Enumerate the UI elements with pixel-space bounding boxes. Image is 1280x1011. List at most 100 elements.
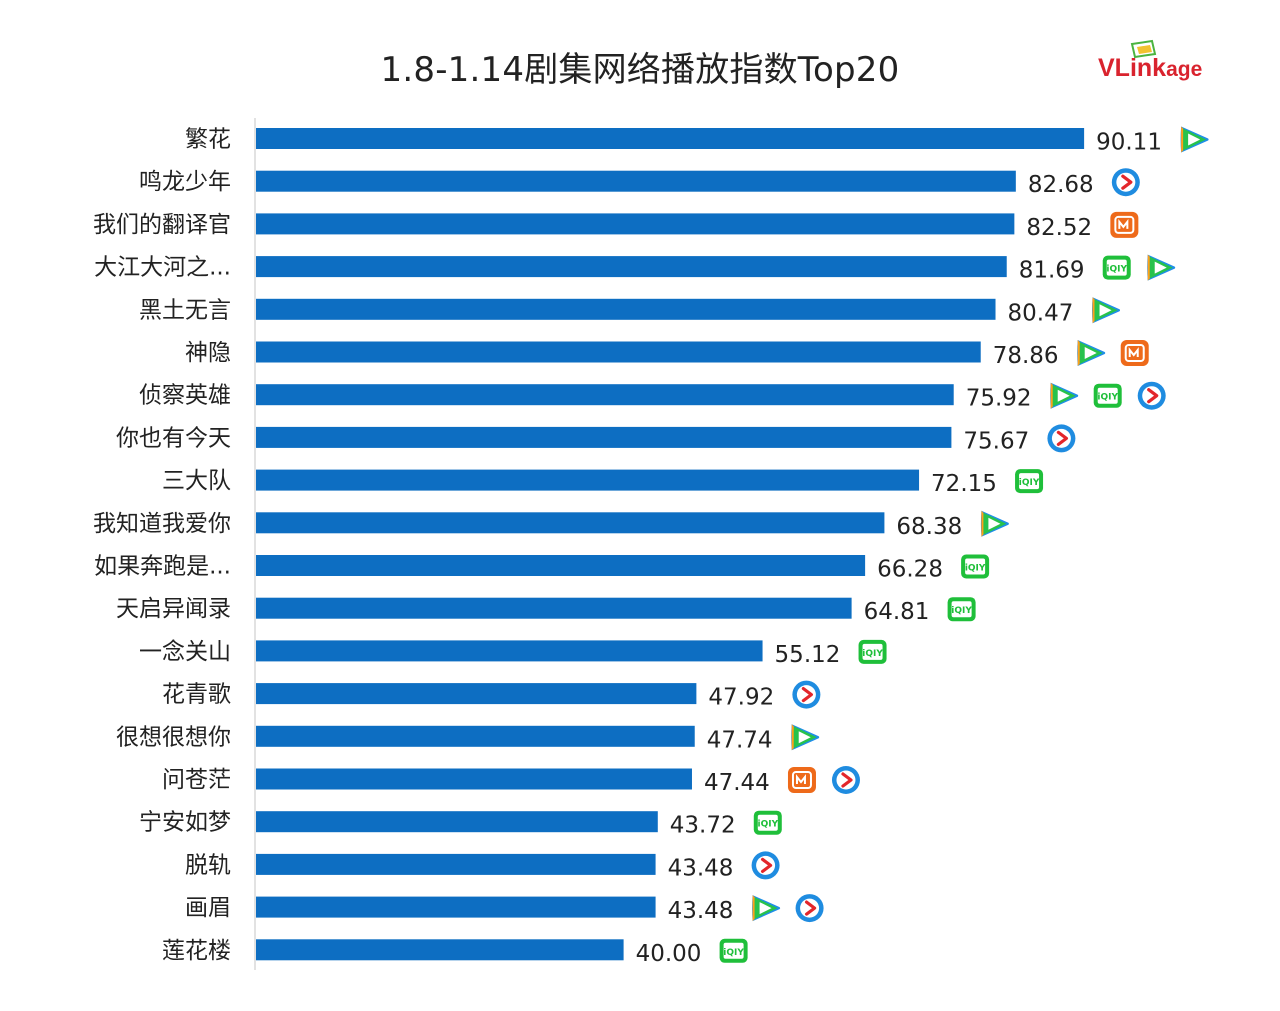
value-label: 43.48 bbox=[668, 855, 734, 881]
value-label: 81.69 bbox=[1019, 258, 1085, 284]
category-label: 我知道我爱你 bbox=[93, 511, 231, 537]
bar bbox=[256, 683, 697, 705]
bar bbox=[256, 128, 1085, 149]
bar bbox=[256, 939, 624, 961]
tencent-video-icon bbox=[1077, 340, 1106, 366]
category-label: 三大队 bbox=[162, 468, 231, 494]
category-label: 繁花 bbox=[185, 127, 231, 153]
value-label: 47.74 bbox=[707, 727, 773, 753]
category-label: 鸣龙少年 bbox=[139, 169, 231, 195]
value-label: 82.52 bbox=[1026, 215, 1092, 241]
category-label: 宁安如梦 bbox=[139, 810, 231, 836]
bar bbox=[256, 853, 656, 875]
category-label: 花青歌 bbox=[162, 682, 231, 708]
bar bbox=[256, 896, 656, 918]
bar bbox=[256, 768, 692, 790]
value-label: 66.28 bbox=[877, 557, 943, 583]
bar bbox=[256, 384, 954, 406]
value-label: 78.86 bbox=[993, 343, 1059, 369]
bar bbox=[256, 640, 763, 662]
category-label: 画眉 bbox=[185, 895, 231, 921]
svg-text:iQIY: iQIY bbox=[965, 564, 986, 574]
value-label: 64.81 bbox=[864, 599, 930, 625]
svg-text:iQIY: iQIY bbox=[1106, 265, 1127, 275]
value-label: 43.72 bbox=[670, 813, 736, 839]
iqiyi-icon: iQIY bbox=[753, 810, 782, 835]
iqiyi-icon: iQIY bbox=[947, 597, 976, 622]
bar bbox=[256, 597, 852, 619]
value-label: 40.00 bbox=[636, 941, 702, 967]
value-label: 75.67 bbox=[963, 428, 1029, 454]
youku-icon bbox=[1047, 424, 1076, 453]
value-label: 80.47 bbox=[1008, 300, 1074, 326]
bar bbox=[256, 811, 658, 833]
category-label: 很想很想你 bbox=[116, 724, 231, 750]
bar bbox=[256, 426, 952, 448]
svg-text:iQIY: iQIY bbox=[1019, 478, 1040, 488]
category-label: 问苍茫 bbox=[162, 767, 231, 793]
category-label: 你也有今天 bbox=[116, 425, 231, 451]
bar bbox=[256, 298, 996, 320]
category-label: 天启异闻录 bbox=[116, 596, 231, 622]
value-label: 90.11 bbox=[1096, 130, 1162, 156]
value-label: 68.38 bbox=[896, 514, 962, 540]
tencent-video-icon bbox=[791, 724, 820, 751]
svg-text:iQIY: iQIY bbox=[862, 649, 883, 659]
category-label: 一念关山 bbox=[139, 639, 231, 665]
value-label: 47.92 bbox=[708, 685, 774, 711]
bar bbox=[256, 725, 695, 747]
logo-text: VLinkage bbox=[1098, 54, 1202, 83]
tencent-video-icon bbox=[1180, 126, 1209, 153]
iqiyi-icon: iQIY bbox=[1015, 469, 1044, 494]
youku-icon bbox=[1137, 381, 1166, 410]
value-label: 55.12 bbox=[775, 642, 841, 668]
logo-text-tail: age bbox=[1166, 58, 1203, 81]
tencent-video-icon bbox=[1092, 297, 1121, 324]
category-label: 黑土无言 bbox=[139, 297, 231, 323]
value-label: 43.48 bbox=[668, 898, 734, 924]
svg-text:iQIY: iQIY bbox=[951, 606, 972, 616]
category-label: 我们的翻译官 bbox=[93, 212, 231, 238]
category-label: 大江大河之... bbox=[94, 255, 231, 281]
iqiyi-icon: iQIY bbox=[1093, 383, 1122, 408]
youku-icon bbox=[795, 894, 824, 923]
svg-text:iQIY: iQIY bbox=[1097, 393, 1118, 403]
bar bbox=[256, 512, 885, 534]
category-label: 侦察英雄 bbox=[139, 383, 231, 409]
category-label: 莲花楼 bbox=[162, 938, 231, 964]
youku-icon bbox=[751, 851, 780, 880]
category-label: 神隐 bbox=[185, 340, 231, 366]
logo-mark-icon bbox=[1130, 39, 1157, 58]
svg-text:iQIY: iQIY bbox=[757, 820, 778, 830]
youku-icon bbox=[792, 680, 821, 709]
mango-tv-icon bbox=[1110, 211, 1139, 238]
value-label: 47.44 bbox=[704, 770, 770, 796]
category-label: 如果奔跑是... bbox=[94, 554, 231, 580]
bar bbox=[256, 555, 866, 576]
tencent-video-icon bbox=[980, 510, 1009, 537]
bar bbox=[256, 469, 920, 491]
vlinkage-logo: VLinkage bbox=[1098, 36, 1228, 88]
tencent-video-icon bbox=[1050, 382, 1079, 409]
iqiyi-icon: iQIY bbox=[961, 554, 990, 579]
iqiyi-icon: iQIY bbox=[1102, 255, 1131, 280]
tencent-video-icon bbox=[752, 895, 781, 922]
bar bbox=[256, 170, 1016, 192]
youku-icon bbox=[1111, 168, 1140, 197]
value-label: 72.15 bbox=[931, 471, 997, 497]
bar bbox=[256, 256, 1007, 278]
mango-tv-icon bbox=[787, 767, 816, 793]
iqiyi-icon: iQIY bbox=[858, 639, 887, 664]
logo-text-main: VLink bbox=[1098, 54, 1167, 82]
bar bbox=[256, 213, 1015, 235]
value-label: 82.68 bbox=[1028, 172, 1094, 198]
iqiyi-icon: iQIY bbox=[719, 938, 748, 963]
tencent-video-icon bbox=[1147, 254, 1176, 281]
youku-icon bbox=[831, 766, 860, 794]
chart-title: 1.8-1.14剧集网络播放指数Top20 bbox=[380, 50, 900, 90]
value-label: 75.92 bbox=[966, 386, 1032, 412]
mango-tv-icon bbox=[1120, 340, 1149, 366]
svg-text:iQIY: iQIY bbox=[723, 948, 744, 958]
category-label: 脱轨 bbox=[185, 852, 231, 878]
